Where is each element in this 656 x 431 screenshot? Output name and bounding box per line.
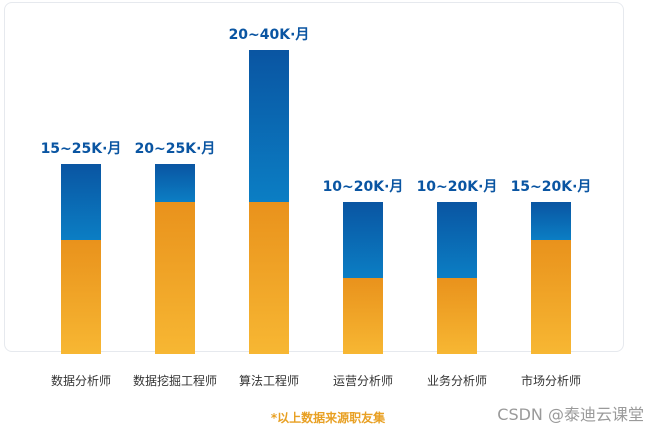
bar-lower-3 (249, 202, 289, 354)
category-label-3: 算法工程师 (238, 374, 299, 388)
value-label-2: 20~25K·月 (135, 141, 216, 157)
value-label-5: 10~20K·月 (417, 179, 498, 195)
bar-lower-5 (437, 278, 477, 354)
bar-lower-4 (343, 278, 383, 354)
category-label-5: 业务分析师 (426, 374, 487, 388)
bar-lower-2 (155, 202, 195, 354)
bar-upper-6 (531, 202, 571, 240)
category-label-6: 市场分析师 (520, 374, 581, 388)
bar-upper-4 (343, 202, 383, 278)
value-label-6: 15~20K·月 (511, 179, 592, 195)
source-footnote: *以上数据来源职友集 (270, 411, 386, 425)
watermark: CSDN @泰迪云课堂 (497, 405, 644, 424)
category-label-2: 数据挖掘工程师 (132, 374, 217, 388)
bars-group (61, 50, 571, 354)
chart-panel (4, 2, 624, 352)
bar-upper-2 (155, 164, 195, 202)
bar-lower-6 (531, 240, 571, 354)
value-labels-group: 15~25K·月 20~25K·月 20~40K·月 10~20K·月 10~20K·月… (41, 27, 592, 195)
category-label-1: 数据分析师 (50, 374, 111, 388)
value-label-1: 15~25K·月 (41, 141, 122, 157)
bar-upper-1 (61, 164, 101, 240)
bar-upper-3 (249, 50, 289, 202)
bar-lower-1 (61, 240, 101, 354)
category-label-4: 运营分析师 (332, 374, 393, 388)
bar-upper-5 (437, 202, 477, 278)
value-label-4: 10~20K·月 (323, 179, 404, 195)
salary-bar-chart: 15~25K·月 20~25K·月 20~40K·月 10~20K·月 10~20K·月… (41, 27, 592, 354)
value-label-3: 20~40K·月 (229, 27, 310, 43)
